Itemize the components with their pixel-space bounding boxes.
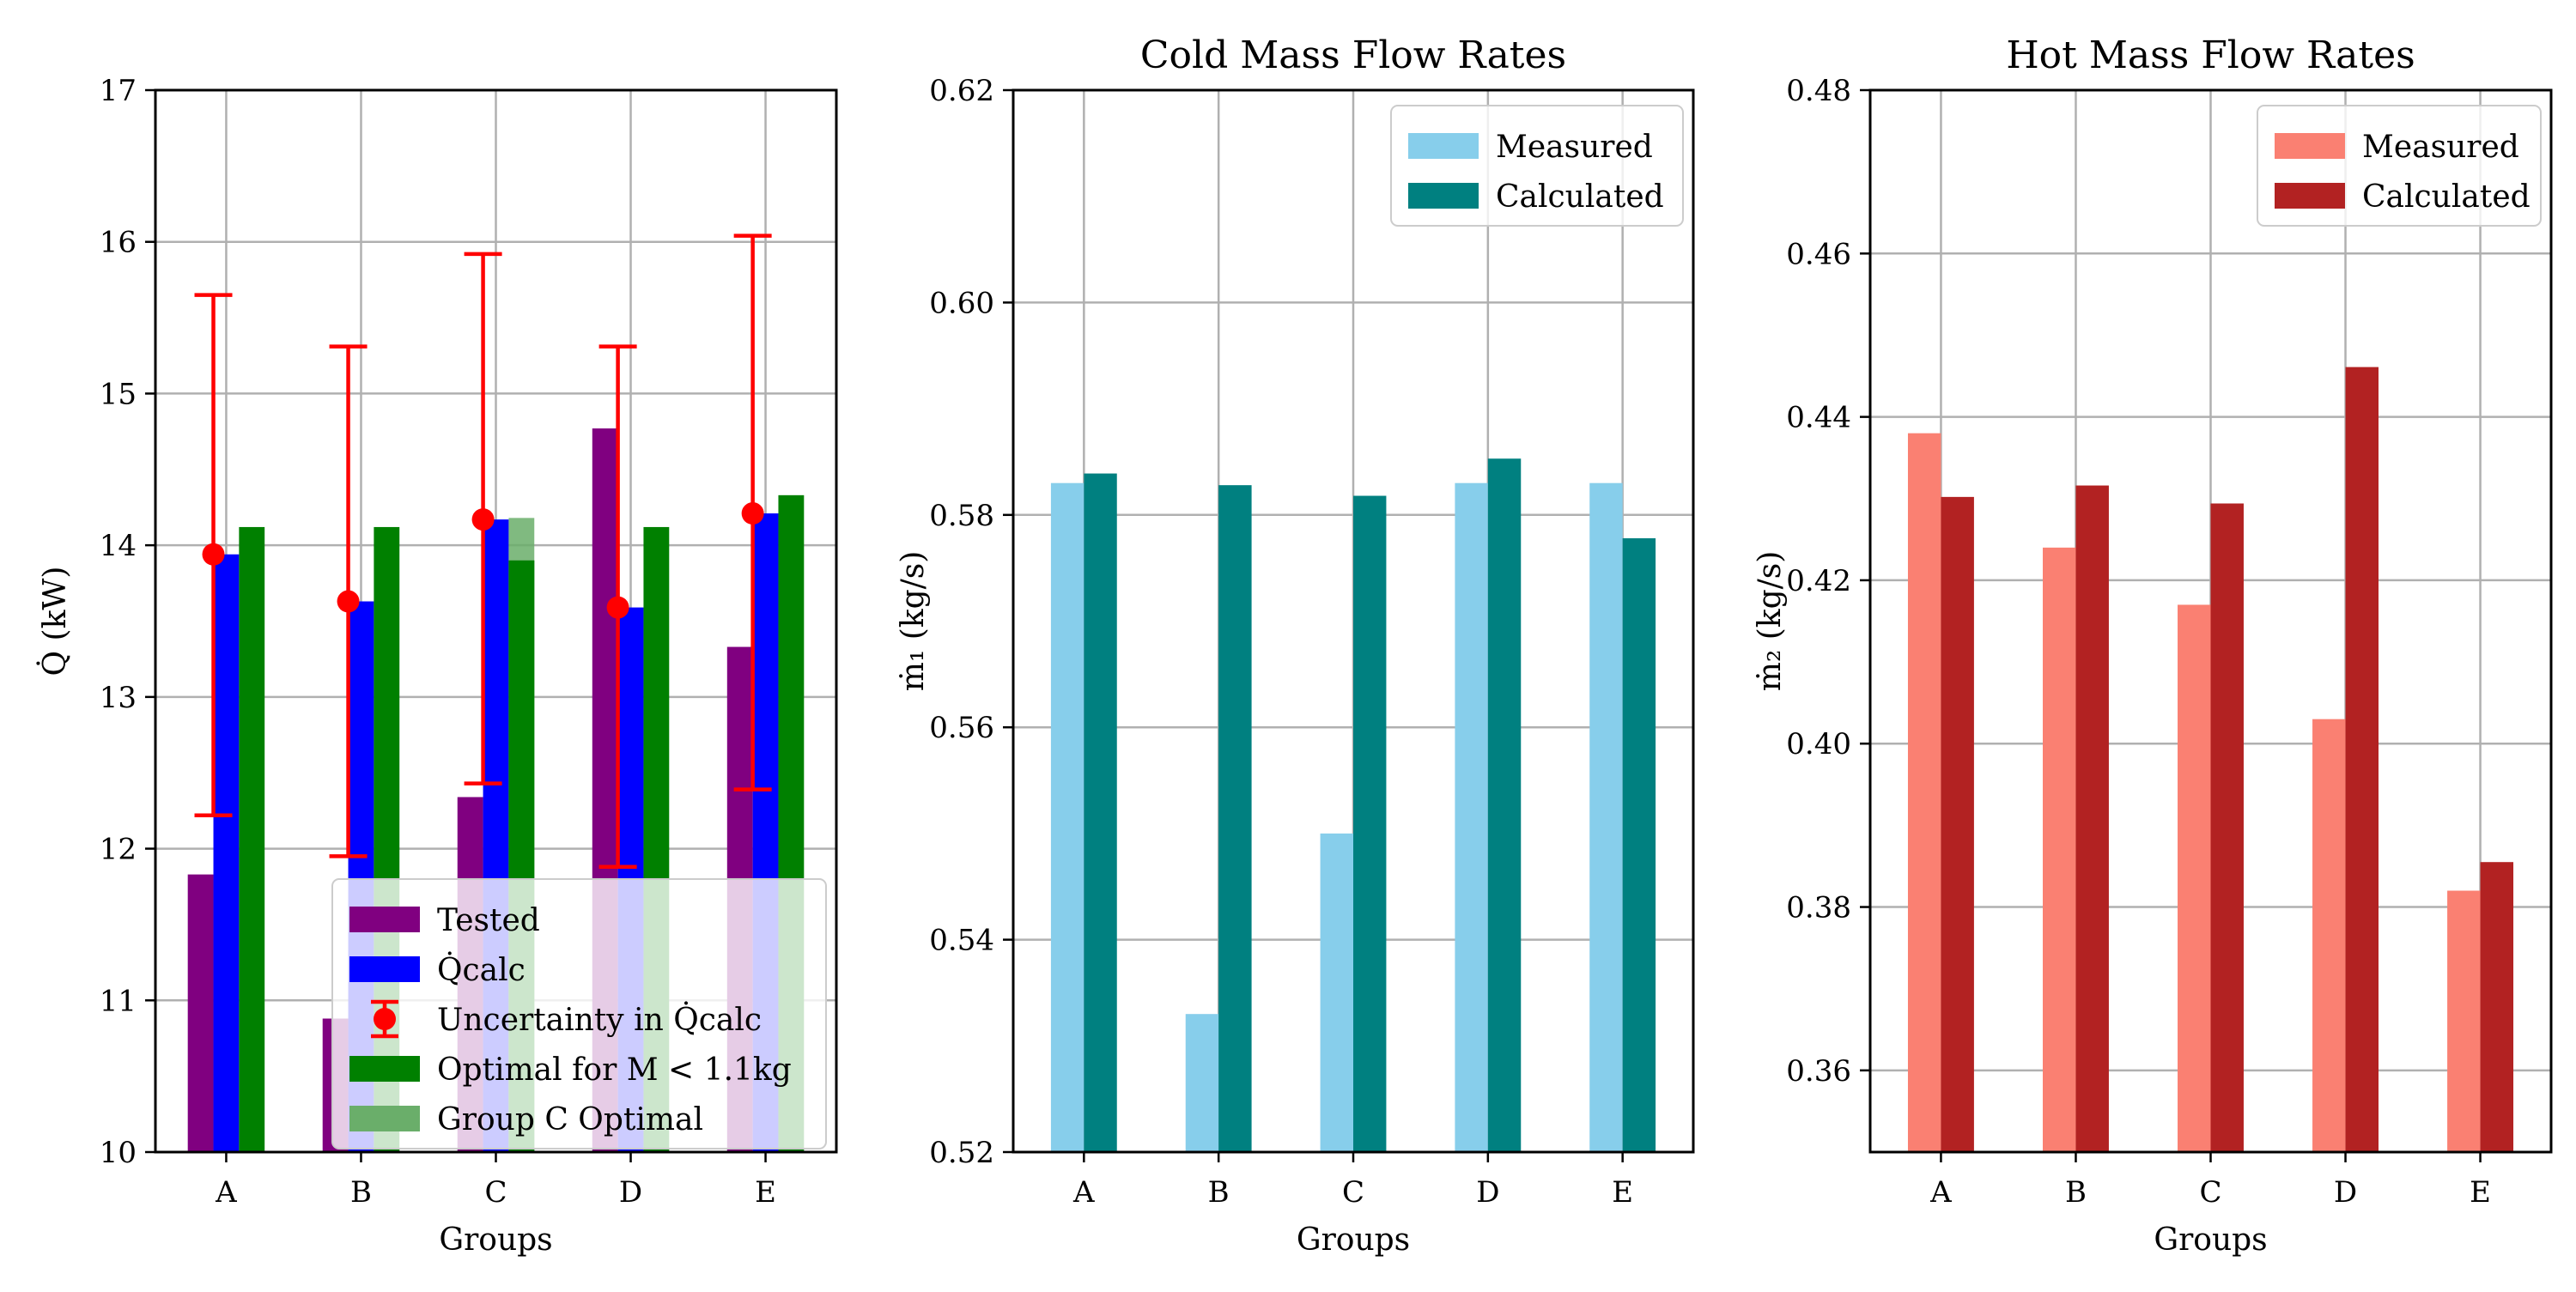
- legend-label: Group C Optimal: [437, 1102, 703, 1137]
- y-tick-label: 15: [100, 377, 137, 411]
- legend-label: Tested: [437, 903, 540, 938]
- bar-measured-e: [2447, 890, 2481, 1152]
- bar-measured-c: [1320, 833, 1353, 1152]
- legend-swatch: [349, 956, 420, 982]
- y-tick-label: 17: [100, 74, 137, 108]
- x-tick-label: E: [1612, 1175, 1633, 1210]
- y-tick-label: 0.40: [1786, 727, 1851, 761]
- bar-calculated-d: [2345, 367, 2379, 1152]
- y-tick-label: 16: [100, 226, 137, 260]
- legend: Tested Q̇calc Uncertainty in Q̇calc Optimal…: [331, 878, 827, 1149]
- errorbar-point: [471, 508, 495, 531]
- chart-panel-2: 0.52 0.54 0.56 0.58 0.60 0.62 A B C D E Groups ṁ₁ (k…: [896, 33, 1695, 1258]
- y-tick-label: 0.42: [1786, 564, 1851, 598]
- legend-box: [331, 878, 827, 1149]
- y-tick-label: 0.44: [1786, 401, 1851, 435]
- x-axis-label: Groups: [1297, 1222, 1410, 1258]
- legend: Measured Calculated: [1390, 105, 1684, 227]
- y-tick-label: 0.52: [929, 1136, 994, 1170]
- y-tick-label: 0.46: [1786, 237, 1851, 271]
- x-tick-label: A: [1929, 1175, 1952, 1210]
- x-tick-label: D: [619, 1175, 642, 1210]
- x-tick-label: C: [484, 1175, 507, 1210]
- legend-swatch: [1408, 183, 1479, 209]
- bar-calculated-e: [1622, 538, 1656, 1152]
- x-tick-label: A: [215, 1175, 237, 1210]
- bar-measured-c: [2178, 604, 2211, 1152]
- errorbar-point: [606, 596, 629, 619]
- chart-panel-1: 10 11 12 13 14 15 16 17 A B C D E Groups Q̇ (kW) Tested…: [37, 74, 838, 1258]
- y-tick-label: 0.36: [1786, 1054, 1851, 1089]
- legend-label: Calculated: [1496, 179, 1664, 215]
- chart-title: Cold Mass Flow Rates: [1140, 33, 1566, 77]
- y-axis-label: ṁ₁ (kg/s): [896, 551, 931, 692]
- y-axis-label: Q̇ (kW): [37, 567, 73, 676]
- legend-label: Calculated: [2362, 179, 2530, 215]
- y-tick-label: 0.56: [929, 711, 994, 745]
- legend: Measured Calculated: [2257, 105, 2542, 227]
- x-tick-label: D: [1476, 1175, 1499, 1210]
- y-tick-label: 0.58: [929, 499, 994, 533]
- y-tick-label: 0.54: [929, 924, 994, 958]
- legend-swatch: [1408, 133, 1479, 159]
- y-axis-label: ṁ₂ (kg/s): [1753, 551, 1788, 692]
- x-tick-label: B: [2065, 1175, 2087, 1210]
- legend-swatch: [349, 1056, 420, 1082]
- bar-calculated-e: [2480, 862, 2514, 1152]
- bar-measured-b: [1185, 1014, 1219, 1152]
- bar-tested-a: [187, 874, 214, 1152]
- legend-label: Uncertainty in Q̇calc: [437, 1002, 762, 1038]
- legend-label: Q̇calc: [437, 952, 526, 988]
- legend-swatch: [2275, 133, 2345, 159]
- y-tick-label: 14: [100, 529, 137, 563]
- legend-swatch: [2275, 183, 2345, 209]
- x-tick-label: C: [2199, 1175, 2221, 1210]
- bar-measured-e: [1589, 482, 1623, 1152]
- y-tick-label: 13: [100, 681, 137, 715]
- y-tick-label: 12: [100, 833, 137, 867]
- legend-errorbar-point: [374, 1008, 396, 1030]
- bar-calculated-b: [2075, 485, 2109, 1152]
- y-tick-label: 10: [100, 1136, 137, 1170]
- bar-measured-a: [1050, 482, 1084, 1152]
- x-axis-label: Groups: [2154, 1222, 2267, 1258]
- errorbar-point: [337, 590, 360, 613]
- legend-swatch: [349, 1106, 420, 1131]
- y-tick-label: 0.60: [929, 286, 994, 320]
- bar-calculated-a: [1084, 473, 1117, 1152]
- x-tick-label: B: [350, 1175, 372, 1210]
- x-axis-label: Groups: [439, 1222, 552, 1258]
- y-tick-label: 11: [100, 984, 137, 1018]
- x-tick-label: D: [2334, 1175, 2357, 1210]
- bar-measured-b: [2042, 547, 2076, 1152]
- y-tick-label: 0.48: [1786, 74, 1851, 108]
- errorbar-point: [741, 502, 764, 525]
- chart-title: Hot Mass Flow Rates: [2006, 33, 2415, 77]
- bar-calculated-b: [1218, 485, 1252, 1152]
- x-tick-label: B: [1208, 1175, 1230, 1210]
- bar-q-calc-a: [213, 554, 240, 1152]
- y-tick-label: 0.38: [1786, 891, 1851, 925]
- bar-calculated-c: [2210, 503, 2244, 1152]
- bar-measured-a: [1907, 433, 1941, 1153]
- bar-optimal-for-m-1-1kg-a: [239, 526, 265, 1152]
- x-tick-label: A: [1072, 1175, 1095, 1210]
- x-tick-label: C: [1342, 1175, 1364, 1210]
- x-tick-label: E: [2470, 1175, 2491, 1210]
- bar-measured-d: [1455, 482, 1488, 1152]
- legend-swatch: [349, 907, 420, 932]
- x-tick-label: E: [755, 1175, 776, 1210]
- legend-label: Optimal for M < 1.1kg: [437, 1052, 792, 1088]
- y-tick-label: 0.62: [929, 74, 994, 108]
- bar-calculated-d: [1487, 458, 1522, 1152]
- chart-panel-3: 0.36 0.38 0.40 0.42 0.44 0.46 0.48 A B C D E Groups ṁ…: [1753, 33, 2553, 1258]
- bar-calculated-c: [1353, 495, 1387, 1152]
- legend-label: Measured: [1496, 130, 1653, 165]
- legend-label: Measured: [2362, 130, 2519, 165]
- bar-measured-d: [2312, 719, 2346, 1152]
- errorbar-point: [202, 543, 225, 566]
- bar-calculated-a: [1941, 496, 1974, 1152]
